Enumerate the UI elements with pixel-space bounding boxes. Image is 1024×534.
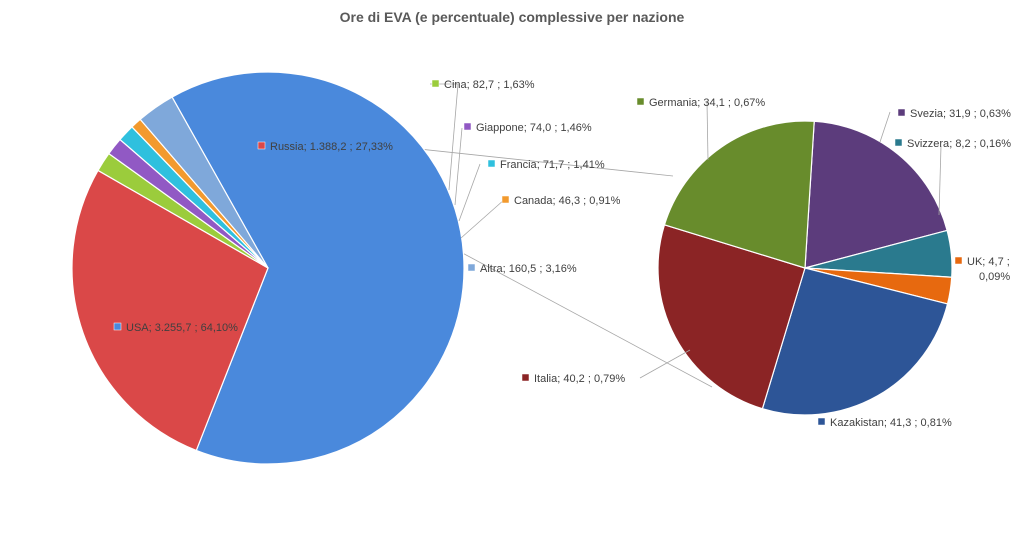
label-percent-uk: 0,09% <box>979 271 1010 283</box>
label-text-kazakistan: Kazakistan; 41,3 ; 0,81% <box>830 417 952 429</box>
secondary-pie <box>657 120 953 416</box>
label-value: 34,1 <box>703 97 724 109</box>
data-label-uk: UK; 4,7 ; 0,09% <box>954 256 1010 283</box>
secondary-slice-italia <box>657 224 806 410</box>
data-label-kazakistan: Kazakistan; 41,3 ; 0,81% <box>817 417 952 429</box>
label-marker-svezia <box>897 108 906 117</box>
label-name: Cina <box>444 79 468 91</box>
label-value: 74,0 <box>530 122 551 134</box>
data-label-italia: Italia; 40,2 ; 0,79% <box>521 373 625 385</box>
data-label-altra: Altra; 160,5 ; 3,16% <box>467 263 577 275</box>
label-text-altra: Altra; 160,5 ; 3,16% <box>480 263 577 275</box>
label-value: 41,3 <box>890 417 911 429</box>
label-text-cina: Cina; 82,7 ; 1,63% <box>444 79 535 91</box>
leader-lines <box>430 83 942 379</box>
label-marker-francia <box>487 159 496 168</box>
label-percent: 1,46% <box>560 122 591 134</box>
label-name: USA <box>126 322 149 334</box>
label-marker-altra <box>467 263 476 272</box>
data-labels: USA; 3.255,7 ; 64,10% Russia; 1.388,2 ; 2… <box>113 79 1011 429</box>
label-marker-kazakistan <box>817 417 826 426</box>
data-label-germania: Germania; 34,1 ; 0,67% <box>636 97 765 109</box>
label-name: Italia <box>534 373 558 385</box>
main-slice-altra <box>139 96 269 269</box>
leader-line-cina <box>430 83 459 191</box>
leader-line-francia <box>458 163 481 222</box>
label-value: 71,7 <box>543 159 564 171</box>
label-marker-germania <box>636 97 645 106</box>
label-text-canada: Canada; 46,3 ; 0,91% <box>514 195 621 207</box>
data-label-usa: USA; 3.255,7 ; 64,10% <box>113 322 238 334</box>
leader-line-canada <box>460 198 506 239</box>
label-percent: 0,91% <box>589 195 620 207</box>
label-value: 1.388,2 <box>310 141 347 153</box>
label-percent: 0,67% <box>734 97 765 109</box>
main-slice-usa <box>171 71 465 465</box>
leader-line-germania <box>706 101 709 161</box>
secondary-slice-germania <box>663 120 815 269</box>
label-text-russia: Russia; 1.388,2 ; 27,33% <box>270 141 393 153</box>
label-value: 160,5 <box>509 263 537 275</box>
label-percent: 0,79% <box>594 373 625 385</box>
secondary-slice-kazakistan <box>761 267 949 416</box>
label-marker-canada <box>501 195 510 204</box>
data-label-cina: Cina; 82,7 ; 1,63% <box>431 79 535 91</box>
label-marker-cina <box>431 79 440 88</box>
label-percent: 0,63% <box>980 108 1011 120</box>
label-name: UK <box>967 256 983 268</box>
label-marker-italia <box>521 373 530 382</box>
label-percent: 1,63% <box>503 79 534 91</box>
data-label-svezia: Svezia; 31,9 ; 0,63% <box>897 108 1011 120</box>
data-label-francia: Francia; 71,7 ; 1,41% <box>487 159 605 171</box>
label-name: Svizzera <box>907 138 950 150</box>
label-percent: 0,81% <box>921 417 952 429</box>
label-marker-usa <box>113 322 122 331</box>
label-percent: 0,16% <box>980 138 1011 150</box>
leader-line-svizzera <box>938 145 942 216</box>
label-name: Germania <box>649 97 698 109</box>
secondary-slice-svezia <box>804 120 948 269</box>
leader-line-italia <box>639 349 691 379</box>
main-pie <box>71 71 465 465</box>
label-value: 46,3 <box>559 195 580 207</box>
label-value: 40,2 <box>563 373 584 385</box>
label-name: Altra <box>480 263 504 275</box>
label-value: 8,2 <box>955 138 970 150</box>
label-name: Canada <box>514 195 553 207</box>
leader-line-svezia <box>879 111 891 143</box>
label-marker-giappone <box>463 122 472 131</box>
label-value: 3.255,7 <box>155 322 192 334</box>
label-value: 82,7 <box>473 79 494 91</box>
label-text-giappone: Giappone; 74,0 ; 1,46% <box>476 122 592 134</box>
leader-line-giappone <box>454 127 463 206</box>
label-name: Russia <box>270 141 305 153</box>
data-label-russia: Russia; 1.388,2 ; 27,33% <box>257 141 393 153</box>
label-text-svezia: Svezia; 31,9 ; 0,63% <box>910 108 1011 120</box>
label-marker-russia <box>257 141 266 150</box>
label-text-svizzera: Svizzera; 8,2 ; 0,16% <box>907 138 1011 150</box>
label-text-francia: Francia; 71,7 ; 1,41% <box>500 159 605 171</box>
label-marker-svizzera <box>894 138 903 147</box>
label-text-germania: Germania; 34,1 ; 0,67% <box>649 97 765 109</box>
label-marker-uk <box>954 256 963 265</box>
data-label-giappone: Giappone; 74,0 ; 1,46% <box>463 122 592 134</box>
label-percent: 1,41% <box>573 159 604 171</box>
label-percent: 27,33% <box>356 141 394 153</box>
label-value: 4,7 <box>988 256 1003 268</box>
label-text-usa: USA; 3.255,7 ; 64,10% <box>126 322 238 334</box>
label-name: Francia <box>500 159 538 171</box>
chart-title: Ore di EVA (e percentuale) complessive p… <box>340 9 685 25</box>
label-name: Giappone <box>476 122 524 134</box>
label-name: Svezia <box>910 108 944 120</box>
label-percent: 64,10% <box>201 322 239 334</box>
label-value: 31,9 <box>949 108 970 120</box>
label-name: Kazakistan <box>830 417 884 429</box>
label-text-italia: Italia; 40,2 ; 0,79% <box>534 373 625 385</box>
data-label-canada: Canada; 46,3 ; 0,91% <box>501 195 621 207</box>
label-percent: 3,16% <box>545 263 576 275</box>
data-label-svizzera: Svizzera; 8,2 ; 0,16% <box>894 138 1011 150</box>
label-text-uk: UK; 4,7 ; <box>967 256 1010 268</box>
